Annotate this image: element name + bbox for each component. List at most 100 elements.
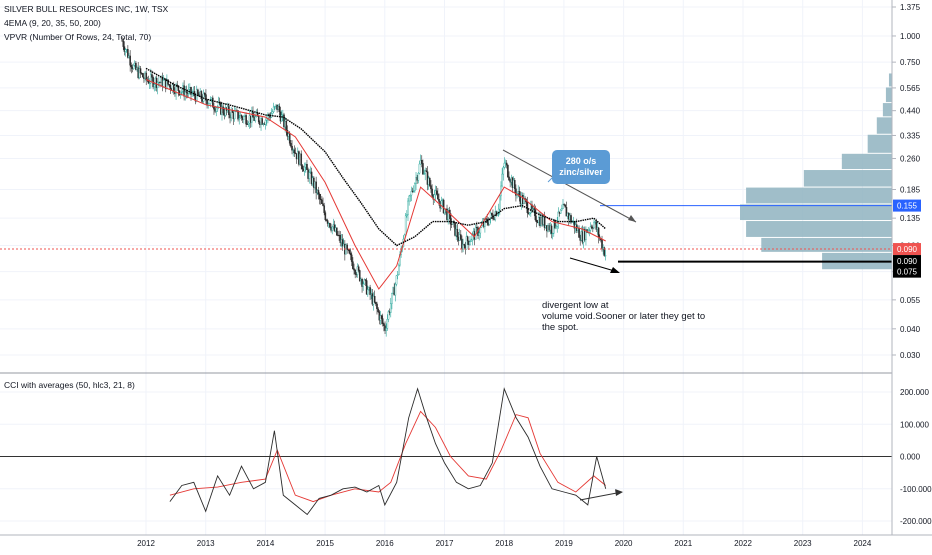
- candle-body: [361, 279, 363, 287]
- candle-body: [321, 199, 323, 204]
- cci-average-line: [169, 410, 606, 503]
- candle-body: [315, 181, 317, 194]
- candle-body: [383, 323, 385, 326]
- candle-body: [604, 255, 607, 257]
- candle-body: [578, 227, 580, 238]
- candle-body: [373, 296, 376, 303]
- candle-body: [246, 123, 249, 125]
- candle-body: [435, 190, 438, 195]
- candle-body: [203, 93, 206, 95]
- candle-body: [122, 40, 125, 47]
- candle-body: [391, 292, 393, 304]
- candle-body: [585, 229, 587, 240]
- candle-body: [562, 204, 564, 209]
- vpvr-bar: [876, 117, 892, 134]
- candle-body: [150, 74, 152, 84]
- legend-cci[interactable]: CCI with averages (50, hlc3, 21, 8): [4, 380, 135, 390]
- legend-ema[interactable]: 4EMA (9, 20, 35, 50, 200): [4, 18, 101, 28]
- candle-body: [503, 162, 506, 168]
- user-drawings[interactable]: [502, 149, 637, 501]
- candle-body: [324, 212, 327, 221]
- candle-body: [430, 185, 432, 190]
- candle-body: [559, 209, 562, 214]
- time-tick-label: 2016: [376, 539, 394, 548]
- descending-trendline: [502, 149, 637, 223]
- price-tick-label: 0.185: [900, 185, 921, 194]
- legend-symbol[interactable]: SILVER BULL RESOURCES INC, 1W, TSX: [4, 4, 169, 14]
- candle-body: [533, 208, 536, 210]
- price-tick-label: 0.030: [900, 351, 921, 360]
- candle-body: [377, 308, 379, 312]
- candle-body: [420, 160, 423, 164]
- time-tick-label: 2014: [257, 539, 275, 548]
- candle-body: [422, 163, 424, 175]
- candle-body: [181, 90, 183, 93]
- vpvr-bar: [746, 187, 892, 204]
- candle-body: [395, 275, 398, 285]
- candle-body: [280, 114, 283, 122]
- candle-body: [469, 241, 471, 245]
- candle-body: [385, 328, 387, 331]
- candle-body: [463, 244, 466, 246]
- candle-body: [288, 133, 291, 144]
- candle-body: [507, 164, 509, 178]
- candle-body: [300, 153, 303, 166]
- candle-body: [357, 266, 360, 271]
- divergence-note[interactable]: divergent low at volume void.Sooner or l…: [542, 300, 705, 333]
- candle-body: [243, 116, 245, 120]
- candle-body: [470, 239, 472, 242]
- candle-body: [590, 226, 593, 228]
- candle-body: [200, 91, 203, 100]
- candle-body: [528, 212, 531, 215]
- candle-body: [505, 162, 508, 166]
- candle-body: [409, 194, 412, 197]
- candle-body: [593, 221, 595, 228]
- candle-body: [162, 80, 165, 87]
- time-tick-label: 2019: [555, 539, 573, 548]
- vpvr-bar: [841, 153, 892, 170]
- candle-body: [139, 68, 142, 74]
- cci-lines: [169, 387, 607, 516]
- candle-body: [190, 87, 192, 95]
- candle-body: [346, 244, 348, 250]
- time-tick-label: 2013: [197, 539, 215, 548]
- candle-body: [588, 229, 591, 231]
- candle-body: [394, 283, 397, 296]
- cci-tick-label: -100.000: [900, 485, 932, 494]
- candle-body: [364, 279, 367, 281]
- candle-body: [124, 49, 127, 52]
- callout-line-2: zinc/silver: [559, 167, 603, 177]
- candle-body: [291, 145, 293, 151]
- level-label-black: 0.090: [897, 257, 918, 266]
- candle-body: [354, 270, 356, 275]
- callout-bubble[interactable]: 280 o/s zinc/silver: [552, 150, 610, 184]
- candle-body: [123, 46, 126, 52]
- candle-body: [205, 94, 207, 101]
- candle-body: [285, 121, 288, 131]
- price-tick-label: 0.750: [900, 58, 921, 67]
- candle-body: [286, 130, 289, 137]
- candle-body: [326, 220, 329, 224]
- main-grid: [0, 0, 892, 535]
- price-tick-label: 0.040: [900, 325, 921, 334]
- price-tick-label: 0.260: [900, 155, 921, 164]
- cci-axis-ticks[interactable]: 200.000 100.000 0.000 -100.000 -200.000: [900, 388, 932, 526]
- time-axis-ticks[interactable]: 2012 2013 2014 2015 2016 2017 2018 2019 2020 2021…: [137, 539, 872, 548]
- candle-body: [301, 165, 304, 170]
- candle-body: [127, 49, 129, 58]
- candle-body: [130, 65, 133, 68]
- legend-vpvr[interactable]: VPVR (Number Of Rows, 24, Total, 70): [4, 32, 152, 42]
- time-tick-label: 2015: [316, 539, 334, 548]
- divergence-arrow-cci: [579, 491, 623, 501]
- candle-body: [208, 103, 211, 105]
- price-axis-ticks[interactable]: 1.375 1.000 0.750 0.565 0.440 0.335 0.260 0.185…: [892, 3, 921, 360]
- level-label-blue: 0.155: [897, 202, 918, 211]
- ema-200-line: [145, 67, 607, 247]
- vpvr-bar: [882, 103, 892, 117]
- candle-body: [425, 170, 428, 172]
- candle-body: [412, 190, 415, 192]
- candle-body: [202, 93, 205, 102]
- candle-body: [352, 261, 354, 269]
- candle-body: [462, 244, 464, 250]
